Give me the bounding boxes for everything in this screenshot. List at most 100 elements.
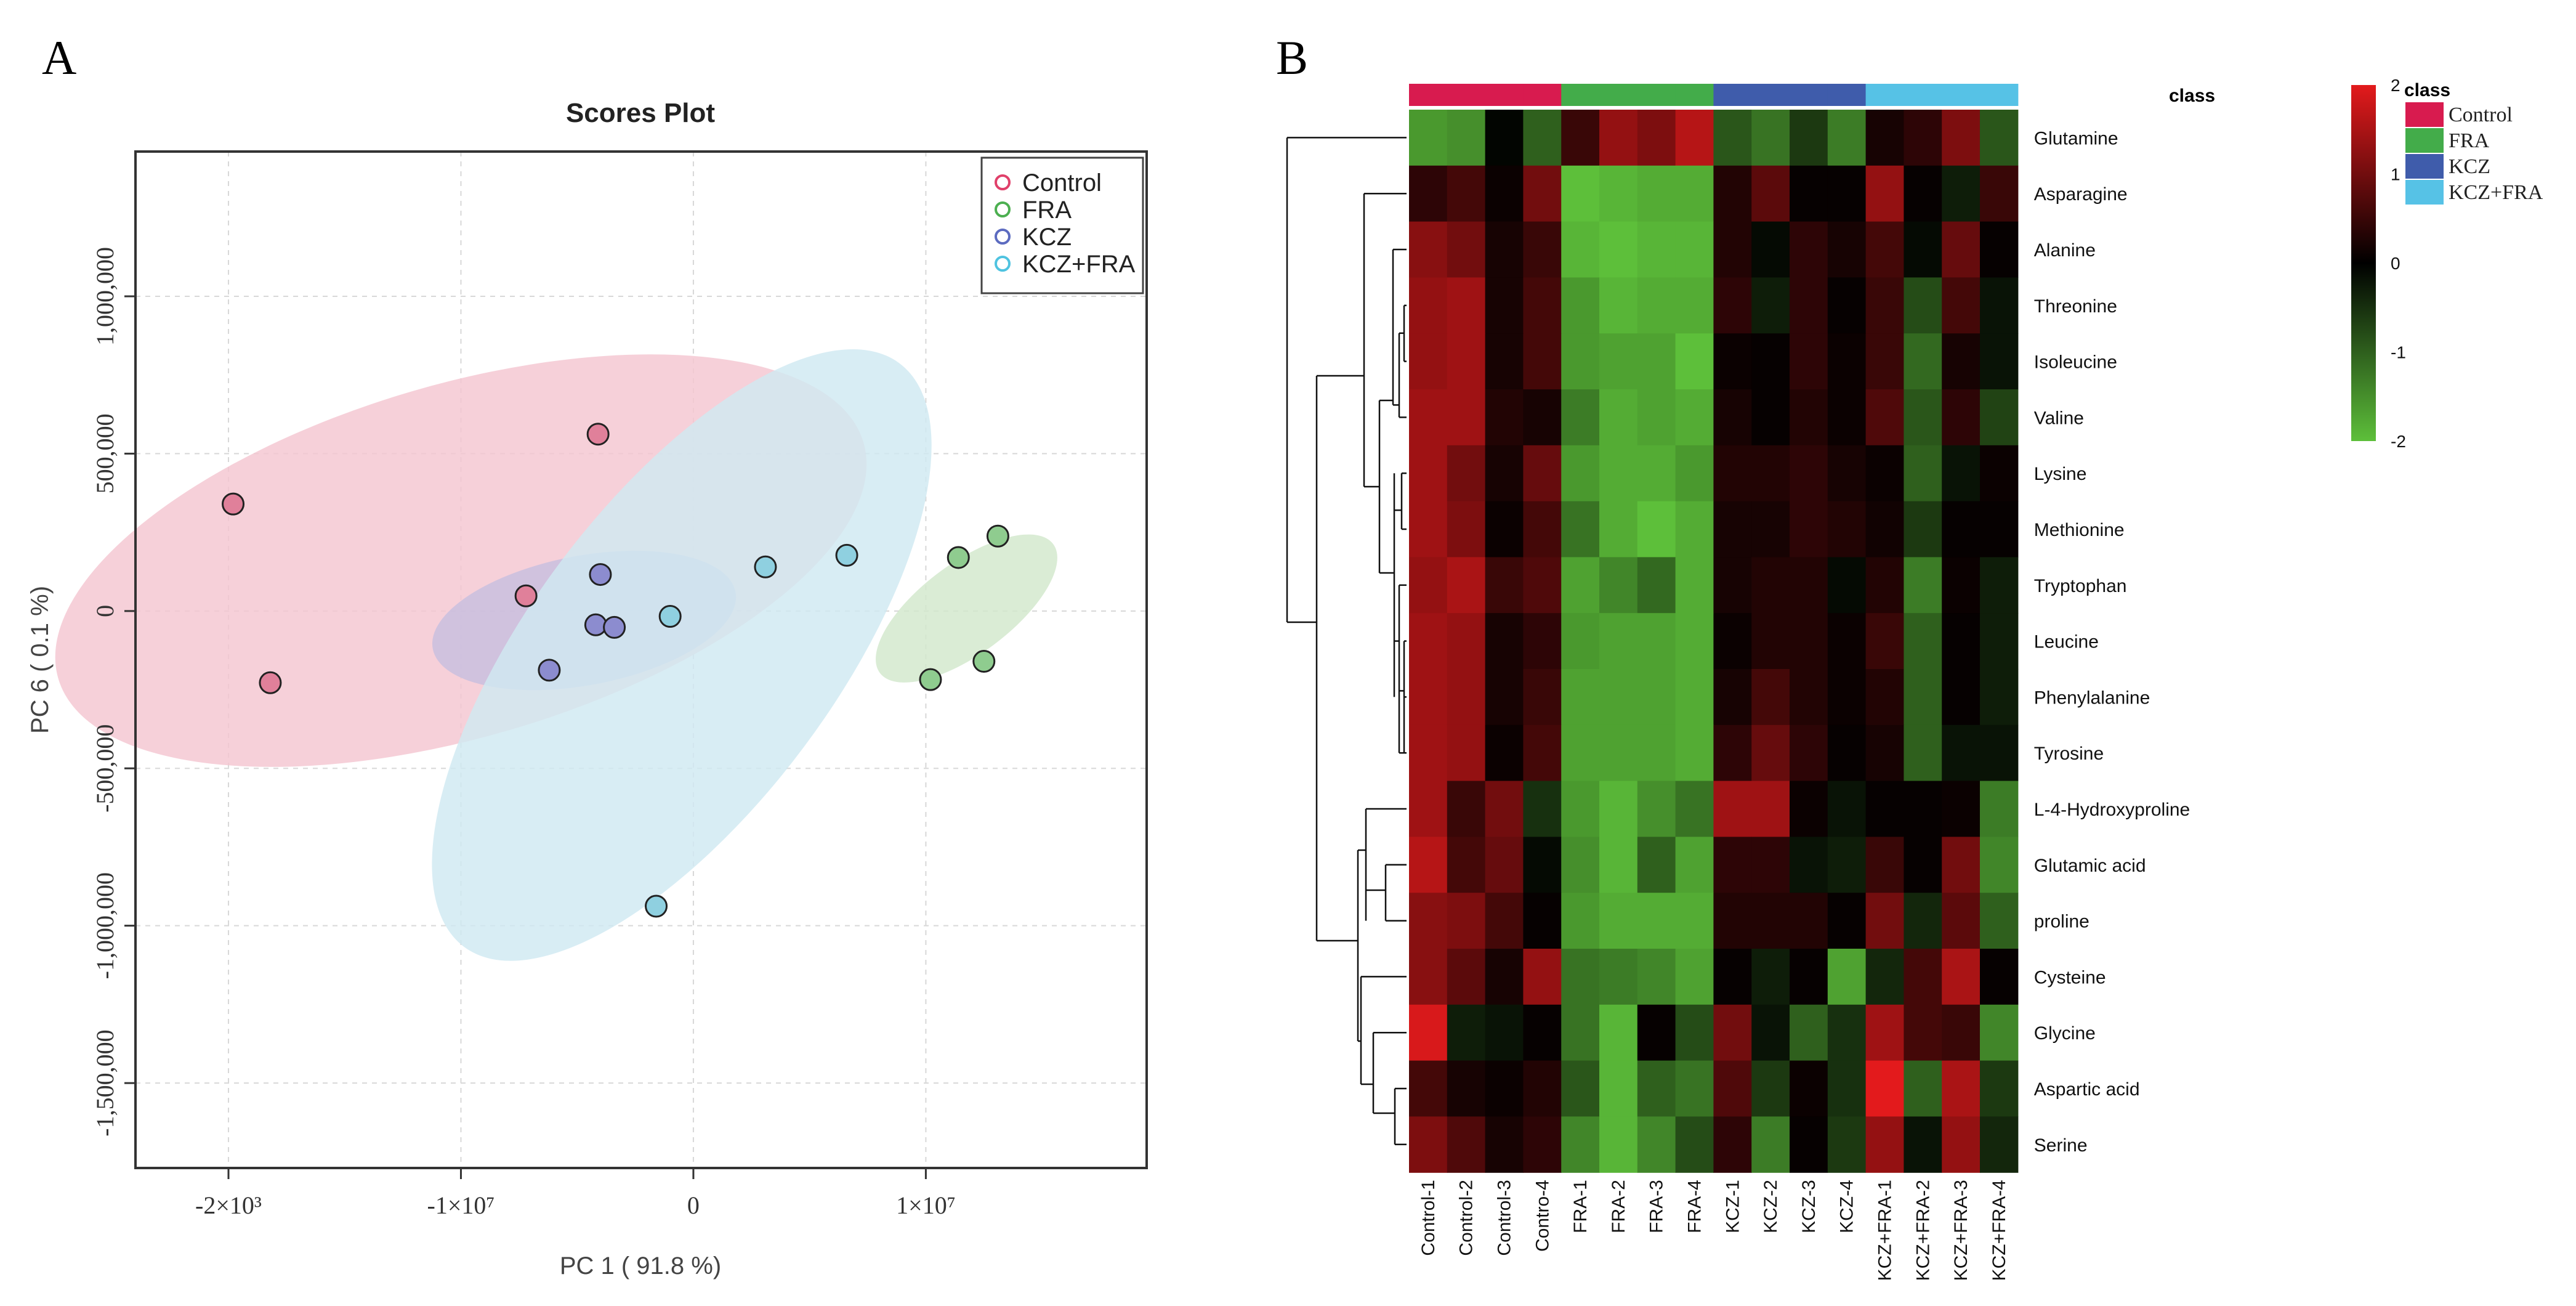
- heatmap-cell: [1637, 1060, 1676, 1117]
- heatmap-cell: [1523, 445, 1562, 502]
- heatmap-cell: [1713, 613, 1752, 670]
- heatmap-cell: [1827, 221, 1867, 278]
- heatmap-cell: [1637, 613, 1676, 670]
- heatmap-cell: [1485, 501, 1524, 558]
- class-legend-swatch: [2405, 154, 2444, 179]
- heatmap-cell: [1790, 613, 1828, 670]
- heatmap-cell: [1980, 1004, 2019, 1061]
- ellipse-kcz-fra: [432, 349, 932, 961]
- heatmap-cell: [1865, 165, 1904, 222]
- heatmap-cell: [1790, 221, 1828, 278]
- row-label: Phenylalanine: [2034, 687, 2150, 708]
- heatmap-cell: [1942, 557, 1980, 614]
- heatmap-cell: [1675, 501, 1714, 558]
- heatmap-cell: [1409, 389, 1448, 446]
- row-label: Lysine: [2034, 464, 2087, 484]
- column-label: FRA-2: [1609, 1180, 1629, 1233]
- point-fra: [972, 650, 996, 673]
- heatmap-cell: [1599, 445, 1638, 502]
- heatmap-cell: [1675, 389, 1714, 446]
- column-labels: Control-1 Control-2 Control-3 Contro-4 FRA-1…: [1418, 1180, 2009, 1281]
- heatmap-cell: [1599, 110, 1638, 166]
- point-control: [514, 584, 538, 607]
- heatmap-cell: [1980, 445, 2019, 502]
- heatmap-cell: [1980, 165, 2019, 222]
- heatmap-cell: [1865, 1116, 1904, 1173]
- heatmap-cell: [1790, 165, 1828, 222]
- heatmap-cell: [1447, 1060, 1486, 1117]
- heatmap-cell: [1409, 333, 1448, 390]
- point-control: [586, 423, 610, 446]
- row-label: Isoleucine: [2034, 352, 2117, 373]
- heatmap-cell: [1827, 949, 1867, 1005]
- heatmap-cell: [1790, 557, 1828, 614]
- legend-marker: [995, 201, 1011, 217]
- heatmap-cell: [1713, 445, 1752, 502]
- heatmap-cell: [1865, 221, 1904, 278]
- heatmap-cell: [1675, 165, 1714, 222]
- heatmap-cell: [1409, 557, 1448, 614]
- heatmap-cell: [1447, 110, 1486, 166]
- heatmap-cell: [1637, 501, 1676, 558]
- heatmap-cell: [1523, 501, 1562, 558]
- class-bar-segment: [1675, 84, 1714, 106]
- heatmap-cell: [1751, 277, 1790, 334]
- heatmap-cell: [1675, 669, 1714, 726]
- heatmap-cell: [1561, 1004, 1600, 1061]
- heatmap-cell: [1904, 669, 1942, 726]
- heatmap-cell: [1790, 1060, 1828, 1117]
- heatmap-cell: [1599, 333, 1638, 390]
- heatmap-cell: [1713, 501, 1752, 558]
- heatmap-cell: [1942, 669, 1980, 726]
- heatmap-cell: [1599, 557, 1638, 614]
- row-label: L-4-Hydroxyproline: [2034, 800, 2190, 820]
- heatmap-cell: [1485, 724, 1524, 782]
- heatmap-cell: [1637, 389, 1676, 446]
- heatmap-cell: [1409, 837, 1448, 893]
- heatmap-cell: [1790, 333, 1828, 390]
- x-tick-label: -2×10³: [195, 1191, 262, 1219]
- class-legend-swatch: [2405, 128, 2444, 153]
- heatmap-cell: [1827, 165, 1867, 222]
- heatmap-cell: [1523, 277, 1562, 334]
- heatmap-cell: [1523, 1004, 1562, 1061]
- heatmap-cell: [1713, 949, 1752, 1005]
- heatmap-cell: [1485, 1116, 1524, 1173]
- heatmap-cell: [1599, 1060, 1638, 1117]
- heatmap-cell: [1751, 110, 1790, 166]
- heatmap-cell: [1409, 893, 1448, 949]
- class-bar-segment: [1447, 84, 1486, 106]
- heatmap-cell: [1447, 277, 1486, 334]
- heatmap-cell: [1447, 1116, 1486, 1173]
- heatmap-cell: [1675, 724, 1714, 782]
- heatmap-cell: [1675, 781, 1714, 837]
- ellipse-fra: [876, 534, 1057, 683]
- heatmap-cell: [1713, 277, 1752, 334]
- heatmap-cell: [1637, 277, 1676, 334]
- heatmap-cell: [1485, 389, 1524, 446]
- heatmap-cell: [1942, 221, 1980, 278]
- heatmap-cell: [1827, 1060, 1867, 1117]
- heatmap-cell: [1523, 781, 1562, 837]
- heatmap-cell: [1713, 669, 1752, 726]
- column-label: Contro-4: [1532, 1180, 1552, 1252]
- heatmap-cell: [1637, 333, 1676, 390]
- heatmap-cell: [1675, 110, 1714, 166]
- heatmap-cell: [1904, 389, 1942, 446]
- heatmap-cell: [1637, 221, 1676, 278]
- heatmap-cell: [1637, 1004, 1676, 1061]
- heatmap-cell: [1942, 724, 1980, 782]
- heatmap-cell: [1485, 893, 1524, 949]
- heatmap-cell: [1790, 893, 1828, 949]
- heatmap-cell: [1675, 837, 1714, 893]
- heatmap-cell: [1599, 389, 1638, 446]
- class-bar-segment: [1865, 84, 1904, 106]
- legend-marker: [995, 256, 1011, 272]
- x-tick-label: 0: [687, 1191, 700, 1219]
- heatmap-cell: [1790, 724, 1828, 782]
- heatmap-cell: [1409, 221, 1448, 278]
- heatmap-cell: [1790, 837, 1828, 893]
- heatmap-cell: [1561, 669, 1600, 726]
- row-label: Threonine: [2034, 296, 2117, 317]
- heatmap-cell: [1599, 893, 1638, 949]
